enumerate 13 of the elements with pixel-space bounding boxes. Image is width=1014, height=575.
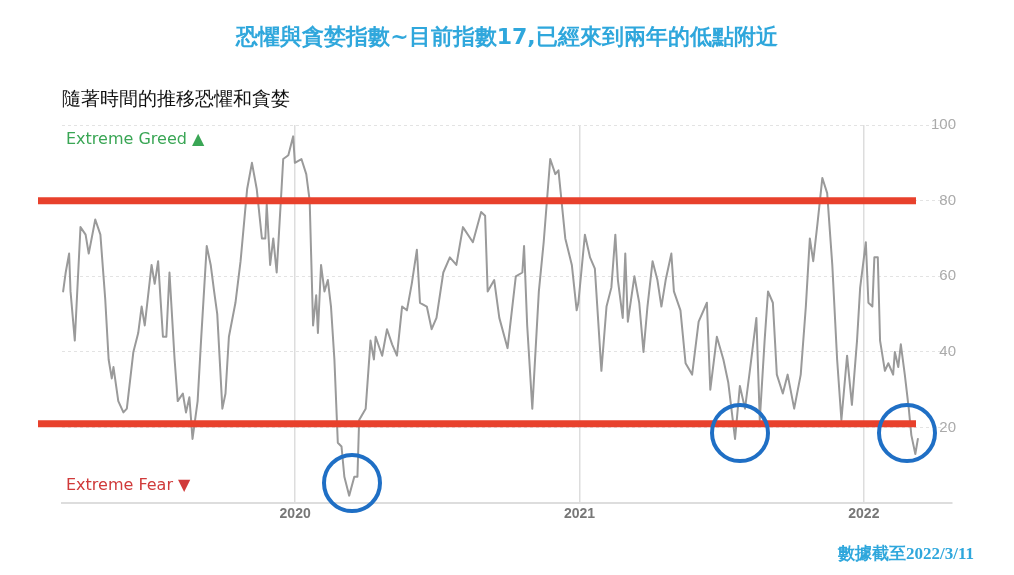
- annotation: Extreme Fear ▼: [66, 475, 192, 495]
- chart-title: 恐懼與貪婪指數~目前指數17,已經來到兩年的低點附近: [234, 23, 779, 51]
- x-tick-label: 2021: [563, 505, 596, 522]
- y-tick-label: 80: [939, 190, 956, 208]
- y-tick-label: 40: [939, 342, 956, 360]
- x-tick-label: 2020: [279, 505, 311, 522]
- annotation: Extreme Greed ▲: [66, 129, 205, 149]
- y-tick-label: 60: [939, 266, 956, 284]
- text: 數據截至2022/3/11: [837, 543, 974, 565]
- chart-subtitle: 隨著時間的推移恐懼和貪婪: [62, 86, 290, 111]
- x-tick-label: 2022: [848, 505, 880, 522]
- y-tick-label: 100: [930, 115, 956, 133]
- y-tick-label: 20: [939, 417, 956, 435]
